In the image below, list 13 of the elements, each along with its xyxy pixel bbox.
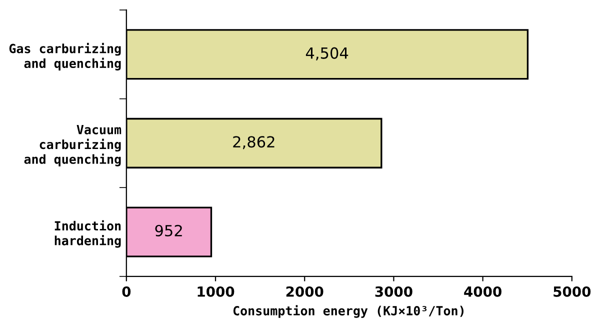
x-tick-label: 2000 [286, 286, 324, 297]
x-tick-label: 3000 [375, 286, 412, 297]
y-tick-label: Gas carburizing and quenching [9, 42, 121, 70]
data-label: 4,504 [306, 47, 348, 60]
x-axis-title: Consumption energy (KJ×10³/Ton) [233, 305, 464, 318]
x-tick-label: 5000 [554, 286, 591, 297]
x-tick-label: 0 [122, 286, 131, 297]
y-tick-label: Induction hardening [54, 220, 121, 248]
x-tick-label: 4000 [464, 286, 502, 297]
data-label: 2,862 [233, 136, 274, 150]
y-tick-label: Vacuum carburizing and quenching [24, 125, 122, 166]
data-label: 952 [155, 224, 182, 236]
x-tick-label: 1000 [198, 286, 234, 297]
